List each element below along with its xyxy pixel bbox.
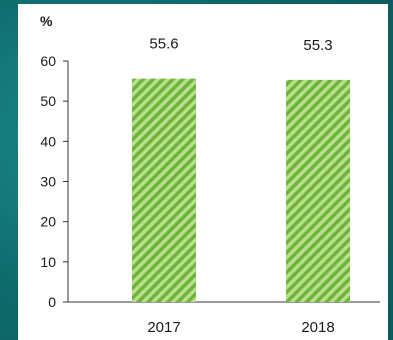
- data-label-2018: 55.3: [303, 37, 332, 54]
- bar-2017: [132, 78, 196, 302]
- y-tick-label: 20: [40, 214, 56, 230]
- y-tick-label: 10: [40, 254, 56, 270]
- y-tick-label: 60: [40, 53, 56, 69]
- bar-chart: % 0 10 20 30 40 50 60 55.6 2017 55.3 2018: [40, 13, 380, 336]
- bars: 55.6 2017 55.3 2018: [132, 36, 350, 336]
- x-tick-label-2017: 2017: [147, 319, 180, 336]
- y-tick-label: 30: [40, 174, 56, 190]
- bar-2018: [286, 79, 350, 303]
- chart-panel: % 0 10 20 30 40 50 60 55.6 2017 55.3 2018: [18, 4, 388, 340]
- data-label-2017: 55.6: [149, 36, 178, 53]
- x-tick-label-2018: 2018: [301, 319, 334, 336]
- y-tick-label: 40: [40, 133, 56, 149]
- y-tick-label: 0: [48, 294, 56, 310]
- y-axis: 0 10 20 30 40 50 60: [40, 53, 380, 310]
- y-unit-label: %: [40, 13, 53, 29]
- y-tick-label: 50: [40, 93, 56, 109]
